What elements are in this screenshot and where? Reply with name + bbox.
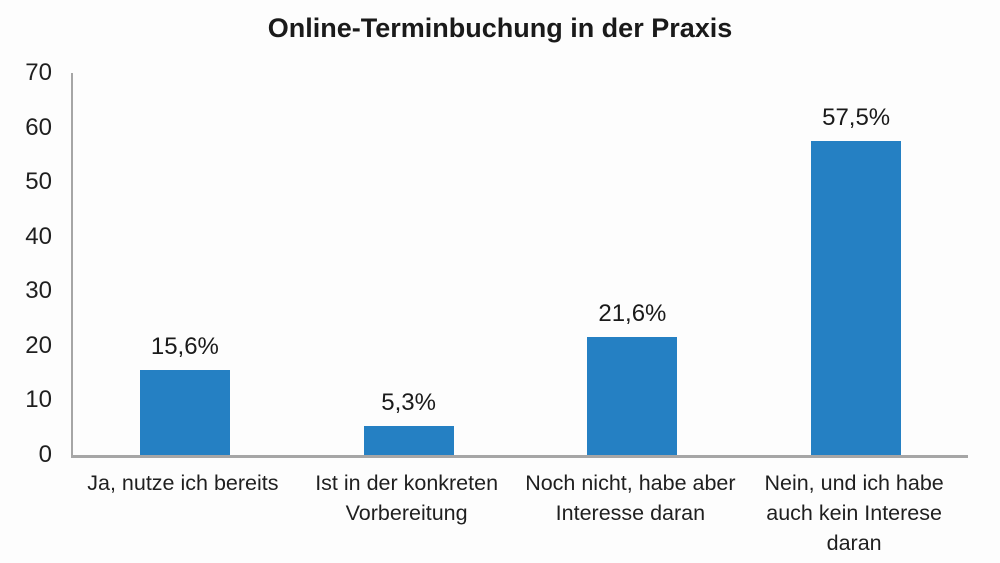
bar	[139, 369, 230, 455]
x-axis-category-label: Ja, nutze ich bereits	[87, 471, 279, 495]
y-axis-tick-label: 20	[25, 331, 52, 359]
y-axis-tick-label: 0	[38, 441, 52, 468]
bars-row: 15,6% 5,3% 21,6% 57,5%	[73, 73, 968, 455]
bar-slot: 21,6%	[521, 73, 745, 455]
bar-slot: 5,3%	[297, 73, 521, 455]
plot-area: 15,6% 5,3% 21,6% 57,5%	[71, 73, 968, 458]
y-axis-tick-label: 30	[25, 277, 52, 305]
y-axis-tick-label: 70	[25, 59, 52, 86]
y-axis: 0 10 20 30 40 50 60 70	[0, 59, 52, 468]
y-axis-tick-label: 50	[25, 168, 52, 196]
bar	[811, 141, 902, 455]
x-axis-category-label: Noch nicht, habe aber Interesse daran	[525, 471, 736, 525]
y-axis-tick-label: 40	[25, 222, 52, 250]
x-category-slot: Ja, nutze ich bereits	[71, 468, 295, 498]
x-category-slot: Ist in der konkreten Vorbereitung	[295, 468, 519, 528]
bar-value-label: 21,6%	[598, 300, 667, 328]
bar-value-label: 5,3%	[381, 389, 436, 417]
x-axis-category-labels: Ja, nutze ich bereits Ist in der konkrete…	[71, 468, 966, 558]
x-axis-category-label: Nein, und ich habe auch kein Interese da…	[764, 471, 944, 555]
bar-value-label: 15,6%	[150, 332, 219, 360]
x-category-slot: Noch nicht, habe aber Interesse daran	[519, 468, 743, 528]
bar	[587, 337, 678, 455]
chart-title: Online-Terminbuchung in der Praxis	[267, 13, 733, 43]
bar	[363, 426, 454, 455]
x-category-slot: Nein, und ich habe auch kein Interese da…	[742, 468, 966, 558]
bar-slot: 57,5%	[744, 73, 968, 455]
y-axis-tick-label: 60	[25, 113, 52, 141]
bar-value-label: 57,5%	[822, 104, 891, 132]
x-axis-category-label: Ist in der konkreten Vorbereitung	[315, 471, 499, 525]
y-axis-tick-label: 10	[25, 386, 52, 414]
bar-slot: 15,6%	[73, 73, 297, 455]
